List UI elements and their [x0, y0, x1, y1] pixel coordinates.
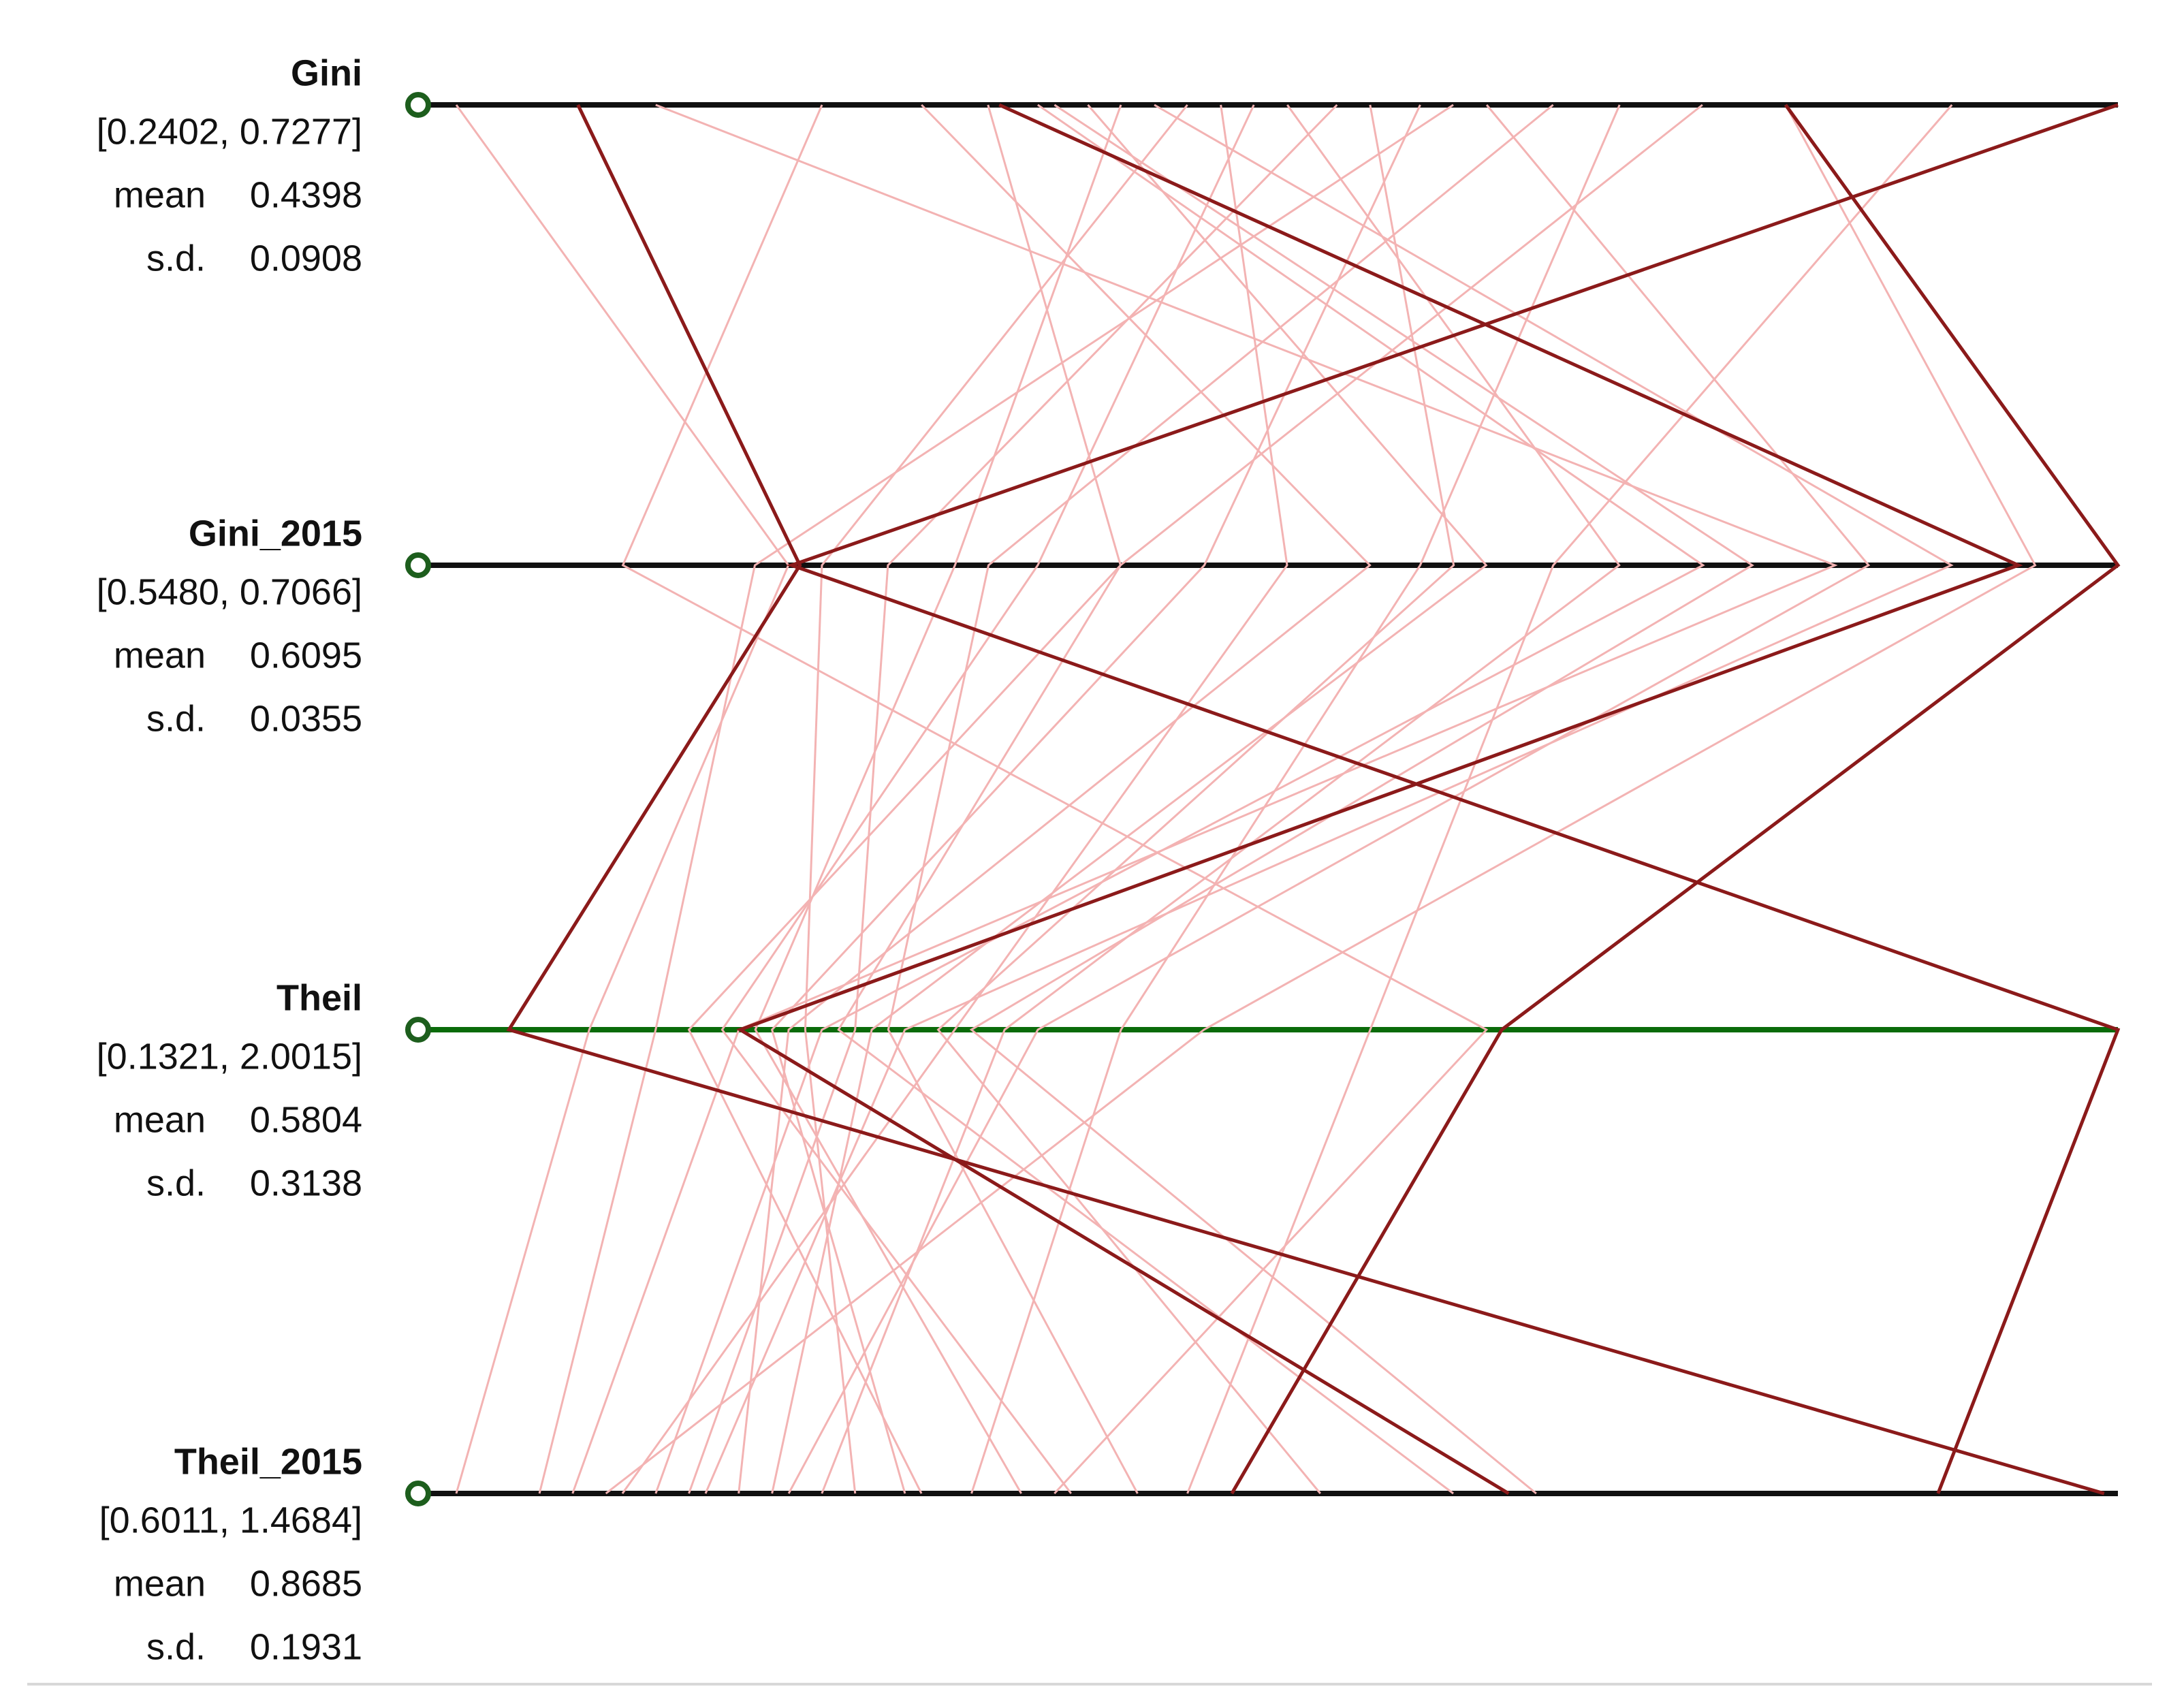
record-line — [455, 104, 790, 1494]
mean-label: mean — [114, 635, 206, 676]
record-line — [970, 104, 1621, 1494]
axis-range: [0.5480, 0.7066] — [97, 571, 362, 612]
sd-value: 0.0908 — [250, 238, 362, 279]
record-line — [621, 104, 1489, 1495]
record-line — [754, 104, 1122, 1494]
record-line — [571, 104, 1838, 1494]
record-line — [654, 104, 1705, 1494]
mean-value: 0.6095 — [250, 635, 362, 676]
axis-name: Gini — [291, 52, 362, 93]
sd-label: s.d. — [146, 1626, 206, 1667]
record-line — [621, 104, 1288, 1494]
sd-value: 0.3138 — [250, 1163, 362, 1203]
mean-value: 0.4398 — [250, 174, 362, 215]
axis-range: [0.2402, 0.7277] — [97, 111, 362, 152]
axis-handle — [405, 1017, 431, 1043]
record-line — [721, 104, 1255, 1494]
record-line — [1186, 104, 1953, 1494]
record-line — [786, 103, 2121, 1494]
record-line — [688, 104, 1338, 1494]
sd-value: 0.0355 — [250, 698, 362, 739]
axis-range: [0.6011, 1.4684] — [99, 1500, 362, 1540]
axis-name: Gini_2015 — [189, 513, 362, 554]
record-line — [837, 104, 1703, 1495]
axis-handle — [405, 92, 431, 118]
axis-handle — [405, 1481, 431, 1506]
axis-handle — [405, 552, 431, 578]
mean-value: 0.5804 — [250, 1099, 362, 1140]
record-line — [735, 103, 2023, 1496]
record-line — [969, 104, 1754, 1495]
record-line — [605, 104, 2037, 1495]
sd-label: s.d. — [146, 1163, 206, 1203]
mean-value: 0.8685 — [250, 1563, 362, 1604]
record-line — [704, 104, 1954, 1494]
record-line — [770, 104, 1421, 1494]
sd-label: s.d. — [146, 698, 206, 739]
record-line — [506, 104, 2105, 1496]
record-line — [538, 104, 1454, 1494]
record-line — [771, 104, 1488, 1494]
mean-label: mean — [114, 174, 206, 215]
mean-label: mean — [114, 1563, 206, 1604]
record-line — [1230, 104, 2121, 1495]
sd-value: 0.1931 — [250, 1626, 362, 1667]
sd-label: s.d. — [146, 238, 206, 279]
mean-label: mean — [114, 1099, 206, 1140]
axis-name: Theil — [276, 977, 362, 1018]
record-line — [887, 104, 1554, 1494]
record-line — [804, 104, 1188, 1494]
axis-name: Theil_2015 — [174, 1441, 362, 1482]
axis-range: [0.1321, 2.0015] — [97, 1036, 362, 1077]
